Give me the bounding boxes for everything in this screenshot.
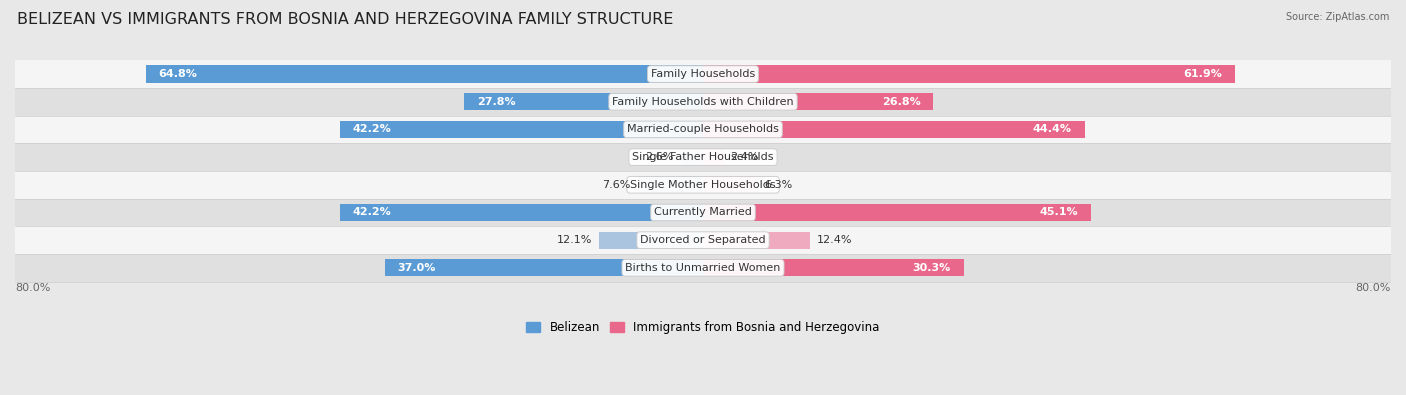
Text: 42.2%: 42.2% [353, 124, 392, 134]
Bar [340, 121, 703, 138]
Bar [703, 149, 724, 166]
Bar [340, 204, 703, 221]
Bar [15, 116, 1391, 143]
Text: Married-couple Households: Married-couple Households [627, 124, 779, 134]
Text: Births to Unmarried Women: Births to Unmarried Women [626, 263, 780, 273]
Text: 45.1%: 45.1% [1039, 207, 1078, 218]
Text: Source: ZipAtlas.com: Source: ZipAtlas.com [1285, 12, 1389, 22]
Bar [703, 204, 1091, 221]
Text: 27.8%: 27.8% [477, 97, 516, 107]
Legend: Belizean, Immigrants from Bosnia and Herzegovina: Belizean, Immigrants from Bosnia and Her… [522, 316, 884, 339]
Text: 64.8%: 64.8% [159, 69, 197, 79]
Text: 12.1%: 12.1% [557, 235, 592, 245]
Bar [599, 231, 703, 249]
Text: 7.6%: 7.6% [602, 180, 631, 190]
Bar [385, 259, 703, 276]
Bar [464, 93, 703, 110]
Bar [703, 66, 1236, 83]
Text: 2.4%: 2.4% [731, 152, 759, 162]
Bar [15, 226, 1391, 254]
Bar [681, 149, 703, 166]
Text: Currently Married: Currently Married [654, 207, 752, 218]
Text: BELIZEAN VS IMMIGRANTS FROM BOSNIA AND HERZEGOVINA FAMILY STRUCTURE: BELIZEAN VS IMMIGRANTS FROM BOSNIA AND H… [17, 12, 673, 27]
Text: 30.3%: 30.3% [912, 263, 950, 273]
Bar [15, 60, 1391, 88]
Bar [703, 231, 810, 249]
Bar [703, 93, 934, 110]
Bar [703, 121, 1085, 138]
Text: 37.0%: 37.0% [398, 263, 436, 273]
Text: Family Households with Children: Family Households with Children [612, 97, 794, 107]
Text: 12.4%: 12.4% [817, 235, 852, 245]
Bar [15, 199, 1391, 226]
Text: Divorced or Separated: Divorced or Separated [640, 235, 766, 245]
Bar [15, 254, 1391, 282]
Text: 2.6%: 2.6% [645, 152, 673, 162]
Text: 6.3%: 6.3% [763, 180, 793, 190]
Bar [146, 66, 703, 83]
Text: 80.0%: 80.0% [15, 283, 51, 293]
Bar [703, 259, 963, 276]
Text: 80.0%: 80.0% [1355, 283, 1391, 293]
Text: 42.2%: 42.2% [353, 207, 392, 218]
Bar [15, 143, 1391, 171]
Bar [15, 88, 1391, 116]
Text: Single Mother Households: Single Mother Households [630, 180, 776, 190]
Text: Family Households: Family Households [651, 69, 755, 79]
Bar [15, 171, 1391, 199]
Bar [638, 176, 703, 194]
Text: 61.9%: 61.9% [1184, 69, 1222, 79]
Bar [703, 176, 758, 194]
Text: Single Father Households: Single Father Households [633, 152, 773, 162]
Text: 26.8%: 26.8% [882, 97, 921, 107]
Text: 44.4%: 44.4% [1033, 124, 1071, 134]
